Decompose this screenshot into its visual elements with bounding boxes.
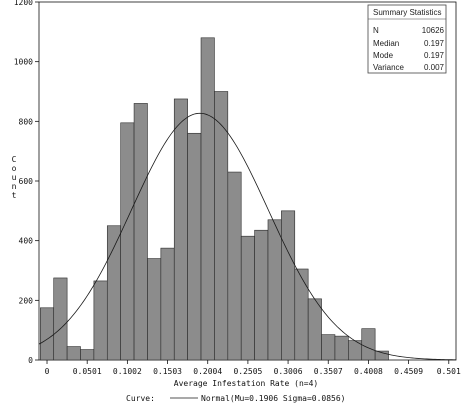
stats-row-value: 0.197: [424, 51, 445, 60]
histogram-bar: [254, 229, 269, 361]
y-tick-label: 0: [28, 356, 33, 365]
x-tick-label: 0.4509: [394, 367, 423, 376]
x-tick-label: 0.4008: [354, 367, 383, 376]
y-tick-label: 200: [19, 296, 34, 305]
histogram-bar: [40, 307, 55, 361]
curve-legend: Curve: Normal(Mu=0.1906 Sigma=0.0856): [126, 394, 346, 403]
histogram-bar: [200, 37, 215, 361]
stats-row-label: N: [373, 26, 379, 35]
histogram-bar: [106, 225, 121, 361]
y-tick-label: 400: [19, 237, 34, 246]
histogram-bar: [240, 235, 255, 361]
stats-box-frame: [367, 4, 447, 74]
histogram-bar: [294, 268, 309, 361]
histogram-bar: [53, 277, 68, 361]
histogram-bar: [281, 210, 296, 361]
histogram-bar: [321, 334, 336, 361]
histogram-bars: [40, 37, 389, 361]
y-axis-label-letter: u: [12, 173, 17, 182]
curve-legend-text: Normal(Mu=0.1906 Sigma=0.0856): [201, 394, 346, 403]
summary-statistics-box: Summary Statistics N 10626 Median 0.197 …: [367, 4, 447, 74]
y-tick-label: 1200: [14, 0, 33, 7]
x-axis: 0 0.0501 0.1002 0.1503 0.2004 0.2505 0.3006 0.3…: [45, 360, 461, 376]
y-tick-label: 800: [19, 117, 34, 126]
histogram-bar: [80, 349, 95, 361]
x-axis-label: Average Infestation Rate (n=4): [174, 379, 319, 388]
x-tick-label: 0.0501: [73, 367, 102, 376]
y-tick-label: 1000: [14, 58, 33, 67]
x-tick-label: 0.1503: [153, 367, 182, 376]
x-tick-label: 0.2505: [233, 367, 262, 376]
stats-row-label: Mode: [373, 51, 394, 60]
stats-row-label: Median: [373, 39, 399, 48]
y-axis-label-letter: o: [12, 164, 17, 173]
y-tick-label: 600: [19, 177, 34, 186]
y-axis: 0 200 400 600 800 1000 1200: [14, 0, 39, 365]
x-tick-label: 0.3507: [314, 367, 343, 376]
histogram-bar: [361, 328, 376, 361]
x-tick-label: 0: [45, 367, 50, 376]
y-axis-label-letter: C: [12, 155, 17, 164]
histogram-bar: [267, 219, 282, 361]
histogram-bar: [334, 335, 349, 361]
histogram-bar: [120, 122, 135, 361]
histogram-bar: [227, 171, 242, 361]
histogram-bar: [374, 350, 389, 361]
curve-legend-label: Curve:: [126, 394, 155, 403]
stats-box-title: Summary Statistics: [373, 8, 441, 17]
normal-curve: [38, 112, 457, 361]
histogram-bar: [160, 247, 175, 361]
histogram-bar: [187, 132, 202, 361]
x-tick-label: 0.501: [437, 367, 461, 376]
stats-row-value: 0.007: [424, 63, 445, 72]
x-tick-label: 0.1002: [113, 367, 142, 376]
histogram-bar: [133, 103, 148, 361]
stats-row-label: Variance: [373, 63, 405, 72]
stats-row-value: 0.197: [424, 39, 445, 48]
stats-row-value: 10626: [422, 26, 445, 35]
histogram-bar: [66, 346, 81, 361]
y-axis-label-letter: n: [12, 182, 17, 191]
histogram-bar: [147, 258, 162, 361]
histogram-bar: [307, 298, 322, 361]
histogram-bar: [93, 280, 108, 361]
x-tick-label: 0.3006: [274, 367, 303, 376]
histogram-bar: [173, 98, 188, 361]
x-tick-label: 0.2004: [193, 367, 222, 376]
y-axis-label-letter: t: [12, 191, 17, 200]
histogram-bar: [214, 91, 229, 361]
